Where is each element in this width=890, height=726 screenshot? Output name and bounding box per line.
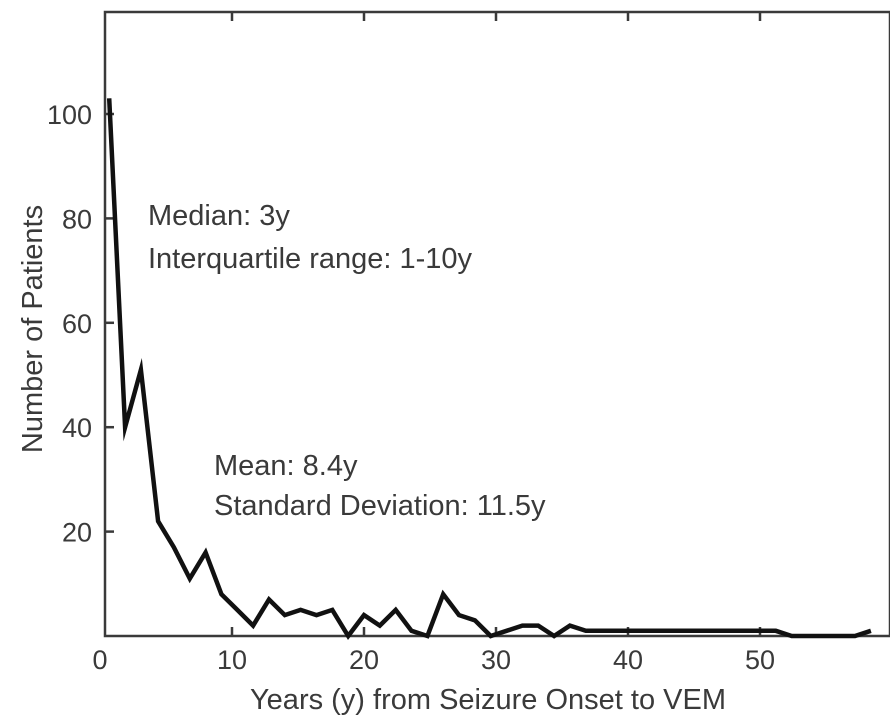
y-tick-label: 60	[62, 309, 92, 339]
x-tick-labels: 0 10 20 30 40 50	[92, 645, 775, 675]
plot-frame	[103, 10, 890, 638]
x-tick-label: 30	[481, 645, 511, 675]
x-tick-label: 0	[92, 645, 107, 675]
annotation-iqr: Interquartile range: 1-10y	[148, 243, 473, 275]
y-tick-label: 20	[62, 518, 92, 548]
series-line	[106, 98, 872, 640]
y-tick-labels: 20 40 60 80 100	[47, 100, 92, 548]
x-axis-label: Years (y) from Seizure Onset to VEM	[250, 684, 726, 716]
y-axis-label: Number of Patients	[17, 205, 49, 453]
x-tick-label: 40	[613, 645, 643, 675]
annotation-mean: Mean: 8.4y	[214, 450, 358, 482]
annotation-median: Median: 3y	[148, 200, 290, 232]
x-tick-label: 50	[745, 645, 775, 675]
tick-marks	[105, 12, 762, 636]
x-tick-label: 20	[349, 645, 379, 675]
y-tick-label: 80	[62, 204, 92, 234]
x-tick-label: 10	[217, 645, 247, 675]
annotation-sd: Standard Deviation: 11.5y	[214, 490, 546, 522]
y-tick-label: 100	[47, 100, 92, 130]
series-group	[106, 98, 872, 640]
y-tick-label: 40	[62, 413, 92, 443]
